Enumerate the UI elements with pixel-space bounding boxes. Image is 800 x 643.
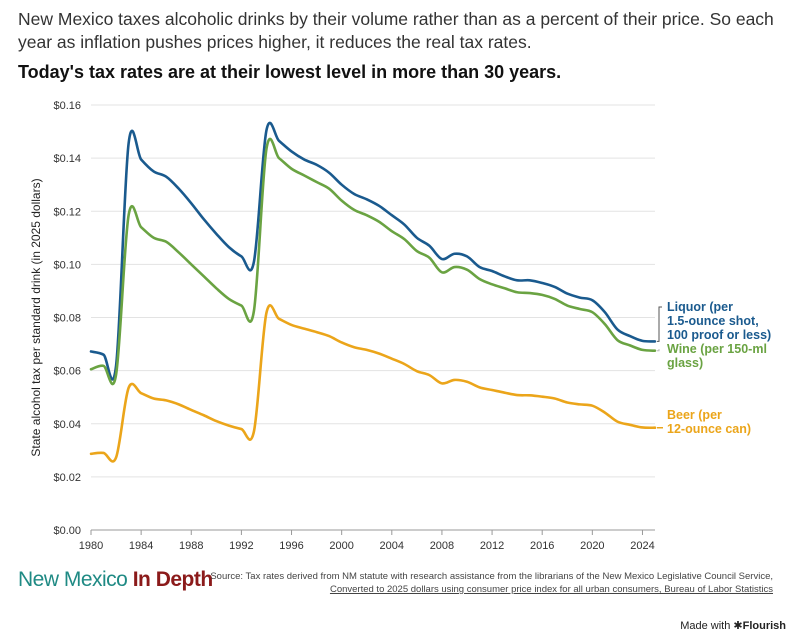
x-tick-label: 2024: [630, 540, 654, 552]
x-tick-label: 2000: [329, 540, 353, 552]
y-tick-label: $0.02: [53, 472, 81, 484]
series-label-beer: 12-ounce can): [667, 422, 751, 436]
series-line-beer: [89, 304, 657, 463]
y-axis-title: State alcohol tax per standard drink (in…: [29, 178, 43, 456]
x-tick-label: 1988: [179, 540, 203, 552]
y-tick-label: $0.12: [53, 206, 81, 218]
series-label-wine: glass): [667, 356, 703, 370]
chart-subtitle: New Mexico taxes alcoholic drinks by the…: [18, 9, 774, 52]
chart-headline: Today's tax rates are at their lowest le…: [18, 62, 562, 82]
line-chart: $0.00 $0.02 $0.04 $0.06 $0.08 $0.10 $0.12 $0.14…: [29, 100, 771, 552]
y-tick-label: $0.14: [53, 153, 81, 165]
made-with-flourish[interactable]: Made with ✱Flourish: [680, 619, 786, 632]
source-text: Source: Tax rates derived from NM statut…: [210, 571, 773, 582]
x-tick-label: 1996: [279, 540, 303, 552]
y-tick-label: $0.06: [53, 366, 81, 378]
x-tick-label: 2016: [530, 540, 554, 552]
x-tick-label: 1980: [79, 540, 103, 552]
logo-in-depth: In Depth: [132, 568, 214, 591]
x-tick-label: 2008: [430, 540, 454, 552]
series-label-liquor: 100 proof or less): [667, 328, 771, 342]
label-connector: [657, 306, 662, 342]
series-line-liquor: [89, 121, 657, 381]
made-with-prefix: Made with: [680, 620, 734, 632]
y-tick-label: $0.08: [53, 313, 81, 325]
x-tick-label: 1992: [229, 540, 253, 552]
source-note: Source: Tax rates derived from NM statut…: [200, 570, 773, 596]
flourish-brand: ✱Flourish: [733, 620, 786, 632]
source-link[interactable]: Converted to 2025 dollars using consumer…: [329, 584, 773, 595]
series-label-beer: Beer (per: [667, 408, 722, 422]
y-tick-label: $0.04: [53, 419, 81, 431]
brand-logo[interactable]: New Mexico In Depth: [18, 568, 213, 592]
logo-new-mexico: New Mexico: [18, 568, 128, 591]
x-tick-label: 2012: [480, 540, 504, 552]
series-line-wine: [89, 137, 657, 386]
label-connector: [657, 349, 660, 352]
x-tick-label: 2020: [580, 540, 604, 552]
series-label-liquor: 1.5-ounce shot,: [667, 314, 759, 328]
y-tick-label: $0.16: [53, 100, 81, 112]
y-tick-label: $0.00: [53, 525, 81, 537]
y-tick-label: $0.10: [53, 259, 81, 271]
x-tick-label: 1984: [129, 540, 153, 552]
series-label-liquor: Liquor (per: [667, 300, 733, 314]
series-label-wine: Wine (per 150-ml: [667, 342, 767, 356]
x-tick-label: 2004: [380, 540, 404, 552]
